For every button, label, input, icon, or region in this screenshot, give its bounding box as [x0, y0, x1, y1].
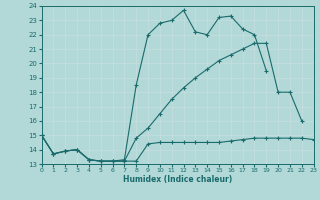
X-axis label: Humidex (Indice chaleur): Humidex (Indice chaleur)	[123, 175, 232, 184]
